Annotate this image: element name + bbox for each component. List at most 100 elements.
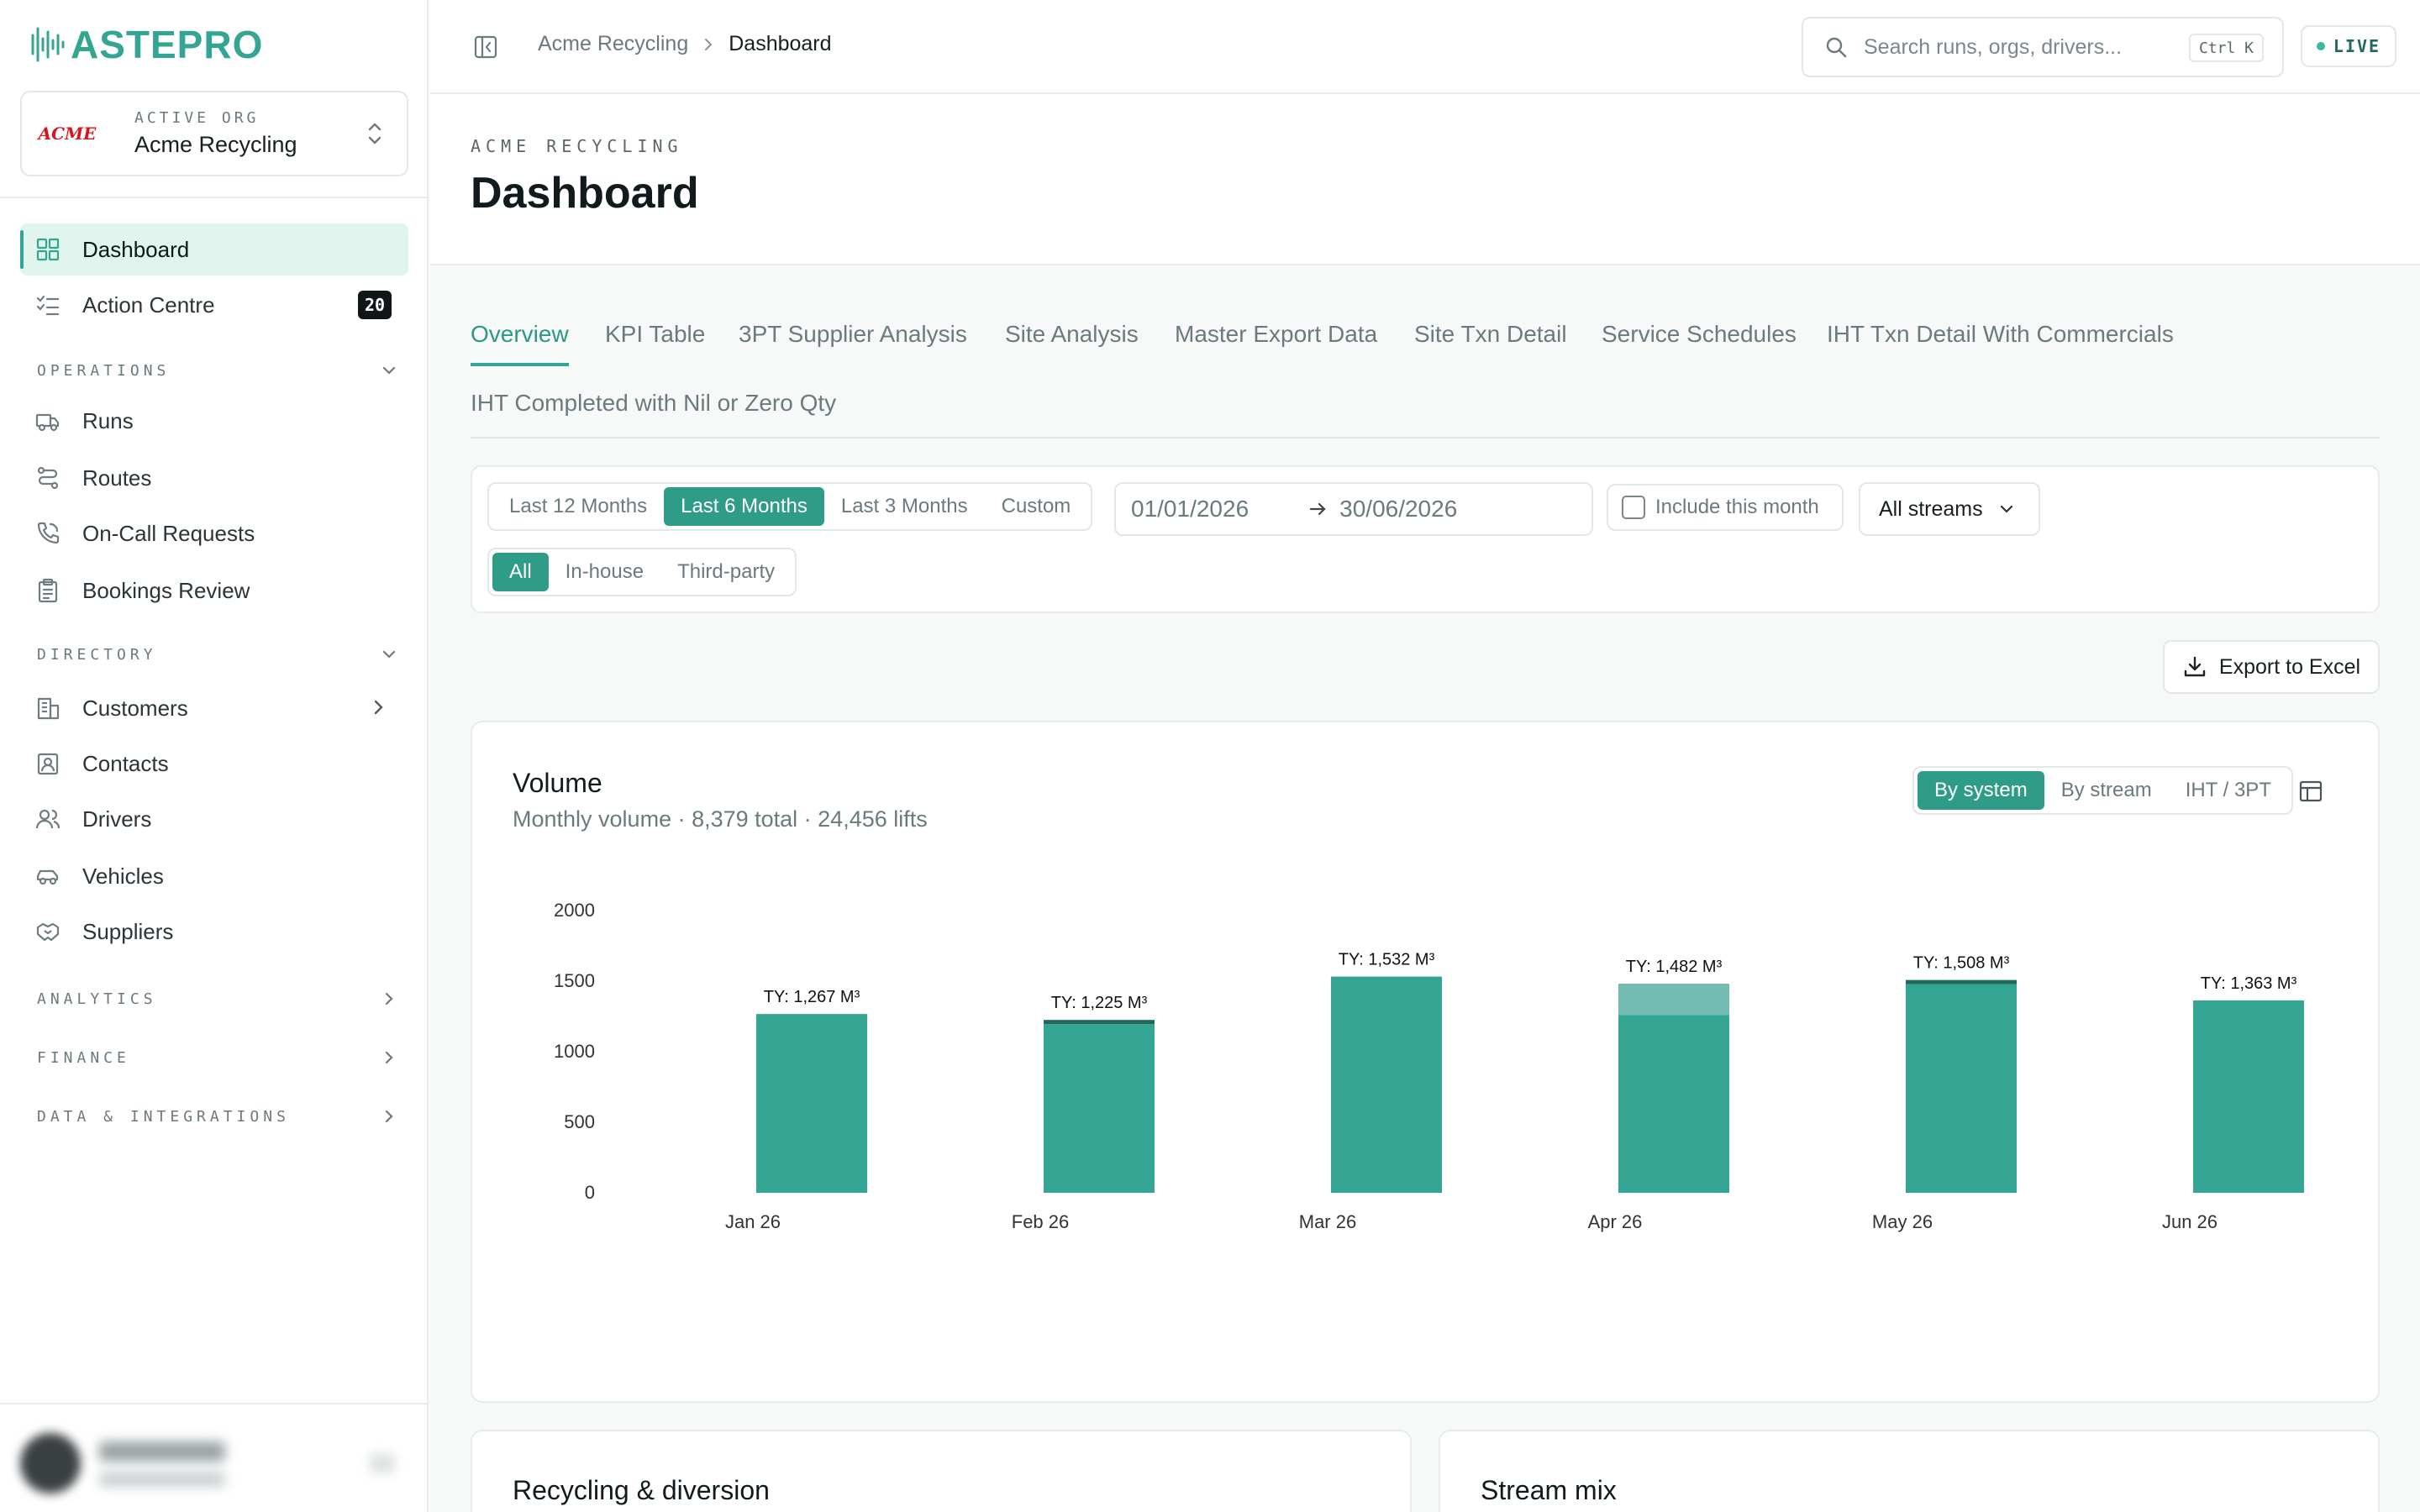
period-custom[interactable]: Custom: [1001, 495, 1071, 517]
tab-iht-completed-nil-zero[interactable]: IHT Completed with Nil or Zero Qty: [471, 390, 837, 416]
sidebar-item-bookings-review[interactable]: Bookings Review: [20, 564, 408, 617]
search-input[interactable]: [1864, 34, 2183, 60]
users-icon: [35, 809, 60, 829]
bar-segment: [756, 1014, 867, 1193]
sidebar-item-action-centre[interactable]: Action Centre 20: [20, 279, 408, 331]
section-directory[interactable]: DIRECTORY: [37, 645, 398, 664]
sidebar-item-suppliers[interactable]: Suppliers: [20, 906, 408, 958]
live-dot-icon: [2316, 42, 2325, 50]
bar-segment: [2193, 1000, 2304, 1193]
org-logo: ACME: [38, 123, 97, 144]
y-tick-label: 2000: [554, 900, 595, 921]
table-view-icon[interactable]: [2297, 778, 2324, 805]
period-last-3-months[interactable]: Last 3 Months: [840, 495, 968, 517]
source-all[interactable]: All: [492, 553, 549, 591]
source-in-house[interactable]: In-house: [565, 560, 644, 583]
user-menu[interactable]: [0, 1403, 429, 1512]
card-title: Stream mix: [1481, 1475, 1617, 1505]
tab-master-export-data[interactable]: Master Export Data: [1175, 321, 1378, 347]
phone-icon: [37, 522, 60, 544]
truck-icon: [35, 413, 60, 432]
x-tick-label: Apr 26: [1588, 1211, 1643, 1232]
breadcrumb-current: Dashboard: [729, 32, 832, 55]
grid-icon: [36, 238, 60, 261]
source-selector: All In-house Third-party: [487, 548, 797, 596]
filter-panel: Last 12 Months Last 6 Months Last 3 Mont…: [471, 465, 2380, 613]
stream-select-value: All streams: [1879, 496, 1983, 521]
page-header: ACME RECYCLING Dashboard: [430, 94, 2420, 265]
volume-view-toggle: By system By stream IHT / 3PT: [1912, 766, 2293, 815]
sidebar-item-label: On-Call Requests: [82, 520, 255, 546]
sidebar-item-vehicles[interactable]: Vehicles: [20, 850, 408, 902]
sidebar-item-routes[interactable]: Routes: [20, 452, 408, 504]
tab-overview[interactable]: Overview: [471, 321, 569, 366]
sidebar-item-drivers[interactable]: Drivers: [20, 793, 408, 845]
sidebar-item-contacts[interactable]: Contacts: [20, 738, 408, 790]
sidebar-item-label: Dashboard: [82, 236, 190, 262]
brand-logo[interactable]: ASTEPRO: [30, 22, 263, 67]
waveform-icon: [31, 27, 65, 62]
sidebar: ASTEPRO ACME ACTIVE ORG Acme Recycling D…: [0, 0, 429, 1512]
tab-3pt-supplier-analysis[interactable]: 3PT Supplier Analysis: [739, 321, 967, 347]
view-by-stream[interactable]: By stream: [2060, 779, 2152, 801]
breadcrumb-parent[interactable]: Acme Recycling: [538, 32, 689, 55]
period-last-6-months[interactable]: Last 6 Months: [664, 487, 824, 526]
user-email-redacted: [99, 1472, 225, 1487]
card-title: Recycling & diversion: [513, 1475, 770, 1505]
include-month-toggle[interactable]: Include this month: [1607, 484, 1844, 531]
sidebar-item-runs[interactable]: Runs: [20, 395, 408, 447]
source-third-party[interactable]: Third-party: [677, 560, 776, 583]
search-shortcut: Ctrl K: [2188, 34, 2264, 62]
page-title: Dashboard: [471, 169, 699, 218]
tab-service-schedules[interactable]: Service Schedules: [1602, 321, 1797, 347]
stream-mix-card: Stream mix: [1439, 1430, 2380, 1512]
sidebar-item-label: Customers: [82, 695, 188, 721]
sidebar-item-dashboard[interactable]: Dashboard: [20, 223, 408, 276]
recycling-diversion-card: Recycling & diversion: [471, 1430, 1412, 1512]
export-excel-button[interactable]: Export to Excel: [2163, 640, 2380, 694]
tab-site-txn-detail[interactable]: Site Txn Detail: [1414, 321, 1567, 347]
chevron-down-icon: [382, 366, 396, 375]
period-last-12-months[interactable]: Last 12 Months: [509, 495, 648, 517]
arrow-right-icon: [1310, 502, 1326, 516]
chevron-up-down-icon: [368, 123, 381, 144]
tab-iht-txn-detail-commercials[interactable]: IHT Txn Detail With Commercials: [1827, 321, 2174, 347]
section-analytics[interactable]: ANALYTICS: [37, 990, 398, 1008]
live-status-badge[interactable]: LIVE: [2301, 25, 2396, 67]
x-tick-label: Jun 26: [2162, 1211, 2217, 1232]
search-box[interactable]: Ctrl K: [1802, 17, 2284, 77]
chevron-down-icon: [382, 650, 396, 659]
export-label: Export to Excel: [2218, 654, 2361, 679]
sidebar-item-label: Runs: [82, 407, 134, 433]
bar-data-label: TY: 1,508 M³: [1913, 954, 2010, 973]
stream-select[interactable]: All streams: [1859, 482, 2040, 536]
date-to[interactable]: 30/06/2026: [1339, 496, 1458, 522]
section-data-integrations[interactable]: DATA & INTEGRATIONS: [37, 1107, 398, 1126]
volume-bar-chart: 0 500 1000 1500 2000 TY: 1,267 M³ Jan 26 TY: 1,…: [554, 900, 2304, 1232]
route-icon: [37, 466, 59, 490]
sidebar-item-label: Routes: [82, 465, 152, 491]
tab-site-analysis[interactable]: Site Analysis: [1005, 321, 1139, 347]
sidebar-toggle-icon[interactable]: [472, 34, 499, 60]
sidebar-item-customers[interactable]: Customers: [20, 682, 408, 734]
include-month-checkbox[interactable]: [1622, 496, 1645, 519]
volume-card: Volume Monthly volume · 8,379 total · 24…: [471, 721, 2380, 1403]
bar-segment: [1906, 979, 2017, 984]
chevron-down-icon: [2000, 505, 2012, 513]
tab-kpi-table[interactable]: KPI Table: [605, 321, 706, 347]
include-month-label: Include this month: [1655, 496, 1819, 518]
y-tick-label: 1500: [554, 970, 595, 991]
sidebar-item-on-call-requests[interactable]: On-Call Requests: [20, 507, 408, 559]
date-range-picker[interactable]: 01/01/2026 30/06/2026: [1114, 482, 1593, 536]
clipboard-icon: [38, 578, 58, 603]
date-from[interactable]: 01/01/2026: [1131, 496, 1249, 522]
view-by-system[interactable]: By system: [1918, 771, 2044, 810]
org-switcher[interactable]: ACME ACTIVE ORG Acme Recycling: [20, 91, 408, 176]
topbar: Acme Recycling Dashboard Ctrl K LIVE: [430, 0, 2420, 94]
view-iht-3pt[interactable]: IHT / 3PT: [2185, 779, 2271, 801]
x-tick-label: May 26: [1872, 1211, 1933, 1232]
bar-data-label: TY: 1,225 M³: [1051, 994, 1148, 1012]
section-finance[interactable]: FINANCE: [37, 1048, 398, 1067]
brand-name: ASTEPRO: [71, 23, 264, 66]
section-operations[interactable]: OPERATIONS: [37, 361, 398, 380]
